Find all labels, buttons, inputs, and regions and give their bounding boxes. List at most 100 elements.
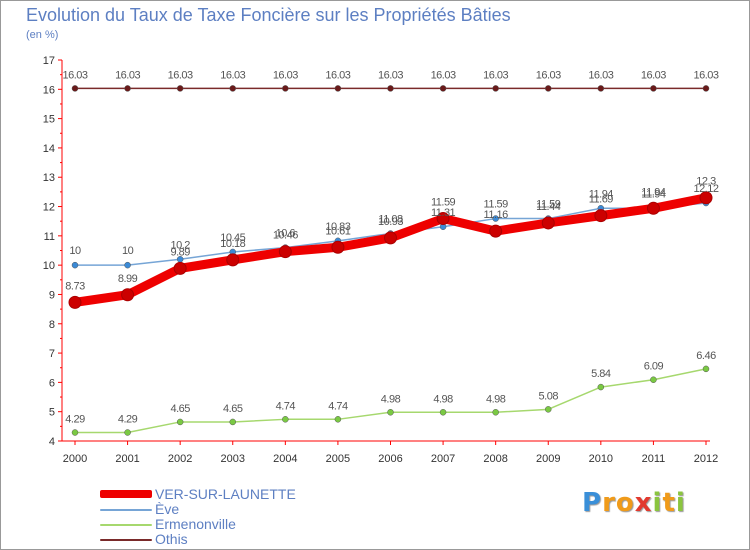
data-label: 4.74	[328, 400, 348, 412]
data-point	[436, 212, 450, 226]
data-point	[545, 85, 552, 92]
data-point	[384, 231, 397, 245]
data-label: 4.65	[223, 403, 243, 415]
data-point	[229, 418, 236, 426]
data-label: 16.03	[536, 69, 561, 81]
data-point	[71, 429, 79, 436]
x-tick-label: 2000	[63, 453, 87, 465]
legend-label: Ermenonville	[155, 516, 236, 532]
logo-letter: t	[662, 488, 676, 518]
data-point	[702, 85, 710, 92]
y-tick-label: 13	[43, 172, 55, 184]
data-label: 5.08	[539, 390, 559, 402]
x-tick-label: 2008	[483, 453, 507, 465]
data-point	[334, 416, 342, 423]
data-label: 16.03	[62, 69, 87, 81]
logo-letter: i	[652, 488, 663, 518]
data-label: 16.03	[483, 69, 508, 81]
data-label: 5.84	[591, 368, 611, 380]
data-label: 11.69	[589, 194, 614, 206]
legend-item: VER-SUR-LAUNETTE	[100, 486, 360, 502]
data-point	[439, 409, 447, 416]
x-tick-label: 2010	[589, 453, 613, 465]
data-point	[594, 209, 608, 223]
y-tick-label: 8	[49, 319, 55, 331]
data-label: 11.08	[378, 214, 403, 226]
y-tick-label: 17	[43, 55, 55, 67]
legend-item: Othis	[100, 531, 360, 547]
logo-letter: i	[675, 488, 686, 518]
y-tick-label: 4	[49, 436, 55, 448]
legend-label: Othis	[155, 531, 188, 547]
legend-label: Ève	[155, 501, 180, 517]
data-label: 11.94	[641, 188, 666, 200]
data-label: 16.03	[325, 69, 350, 81]
legend-item: Ève	[100, 501, 360, 517]
data-label: 4.29	[65, 414, 85, 426]
data-point	[226, 253, 240, 267]
x-tick-label: 2001	[115, 453, 139, 465]
data-label: 16.03	[115, 69, 140, 81]
data-label: 10.46	[273, 230, 298, 242]
data-label: 12.3	[696, 176, 716, 188]
x-tick-label: 2003	[221, 453, 245, 465]
data-point	[71, 261, 79, 269]
data-point	[173, 261, 187, 275]
data-point	[124, 429, 131, 436]
legend-swatch	[100, 524, 152, 526]
logo-letter: o	[615, 488, 635, 518]
logo-letter: x	[634, 488, 653, 518]
y-tick-label: 16	[43, 84, 55, 96]
data-label: 4.74	[276, 400, 296, 412]
x-tick-label: 2011	[642, 453, 666, 465]
data-label: 10.45	[220, 232, 245, 244]
y-tick-label: 15	[43, 114, 55, 126]
data-point	[124, 261, 131, 269]
data-label: 11.59	[484, 199, 509, 211]
y-tick-label: 7	[49, 348, 55, 360]
data-label: 10.93	[378, 216, 403, 228]
data-point	[492, 85, 499, 92]
data-point	[282, 85, 289, 92]
data-label: 16.03	[378, 69, 403, 81]
legend-swatch	[100, 490, 152, 498]
data-point	[71, 85, 79, 92]
data-label: 10.6	[276, 228, 296, 240]
data-point	[387, 85, 394, 92]
data-point	[121, 288, 135, 302]
data-label: 10.2	[170, 239, 190, 251]
x-tick-label: 2006	[378, 453, 402, 465]
data-label: 4.98	[433, 393, 453, 405]
data-point	[492, 409, 499, 416]
data-point	[597, 383, 605, 391]
data-label: 16.03	[588, 69, 613, 81]
y-tick-label: 10	[43, 260, 55, 272]
y-tick-label: 6	[49, 377, 55, 389]
data-label: 11.59	[431, 197, 456, 209]
data-point	[597, 85, 605, 92]
data-point	[702, 365, 710, 373]
data-point	[68, 295, 82, 309]
data-label: 10.83	[325, 221, 350, 233]
data-label: 8.73	[65, 280, 85, 292]
data-label: 9.89	[170, 246, 190, 258]
legend-swatch	[100, 539, 152, 541]
legend-label: VER-SUR-LAUNETTE	[155, 486, 296, 502]
data-label: 16.03	[168, 69, 193, 81]
data-label: 10	[69, 245, 81, 257]
data-point	[278, 245, 292, 259]
x-tick-label: 2012	[694, 453, 718, 465]
y-tick-label: 9	[49, 289, 55, 301]
data-label: 6.09	[644, 361, 664, 373]
data-label: 12.12	[693, 183, 718, 195]
data-label: 10.18	[220, 238, 245, 250]
data-label: 10.61	[325, 225, 350, 237]
data-label: 11.94	[641, 186, 666, 198]
data-label: 16.03	[220, 69, 245, 81]
logo-letter: r	[602, 488, 616, 518]
data-label: 6.46	[696, 350, 716, 362]
data-point	[124, 85, 131, 92]
data-label: 4.29	[118, 414, 138, 426]
x-tick-label: 2005	[326, 453, 350, 465]
